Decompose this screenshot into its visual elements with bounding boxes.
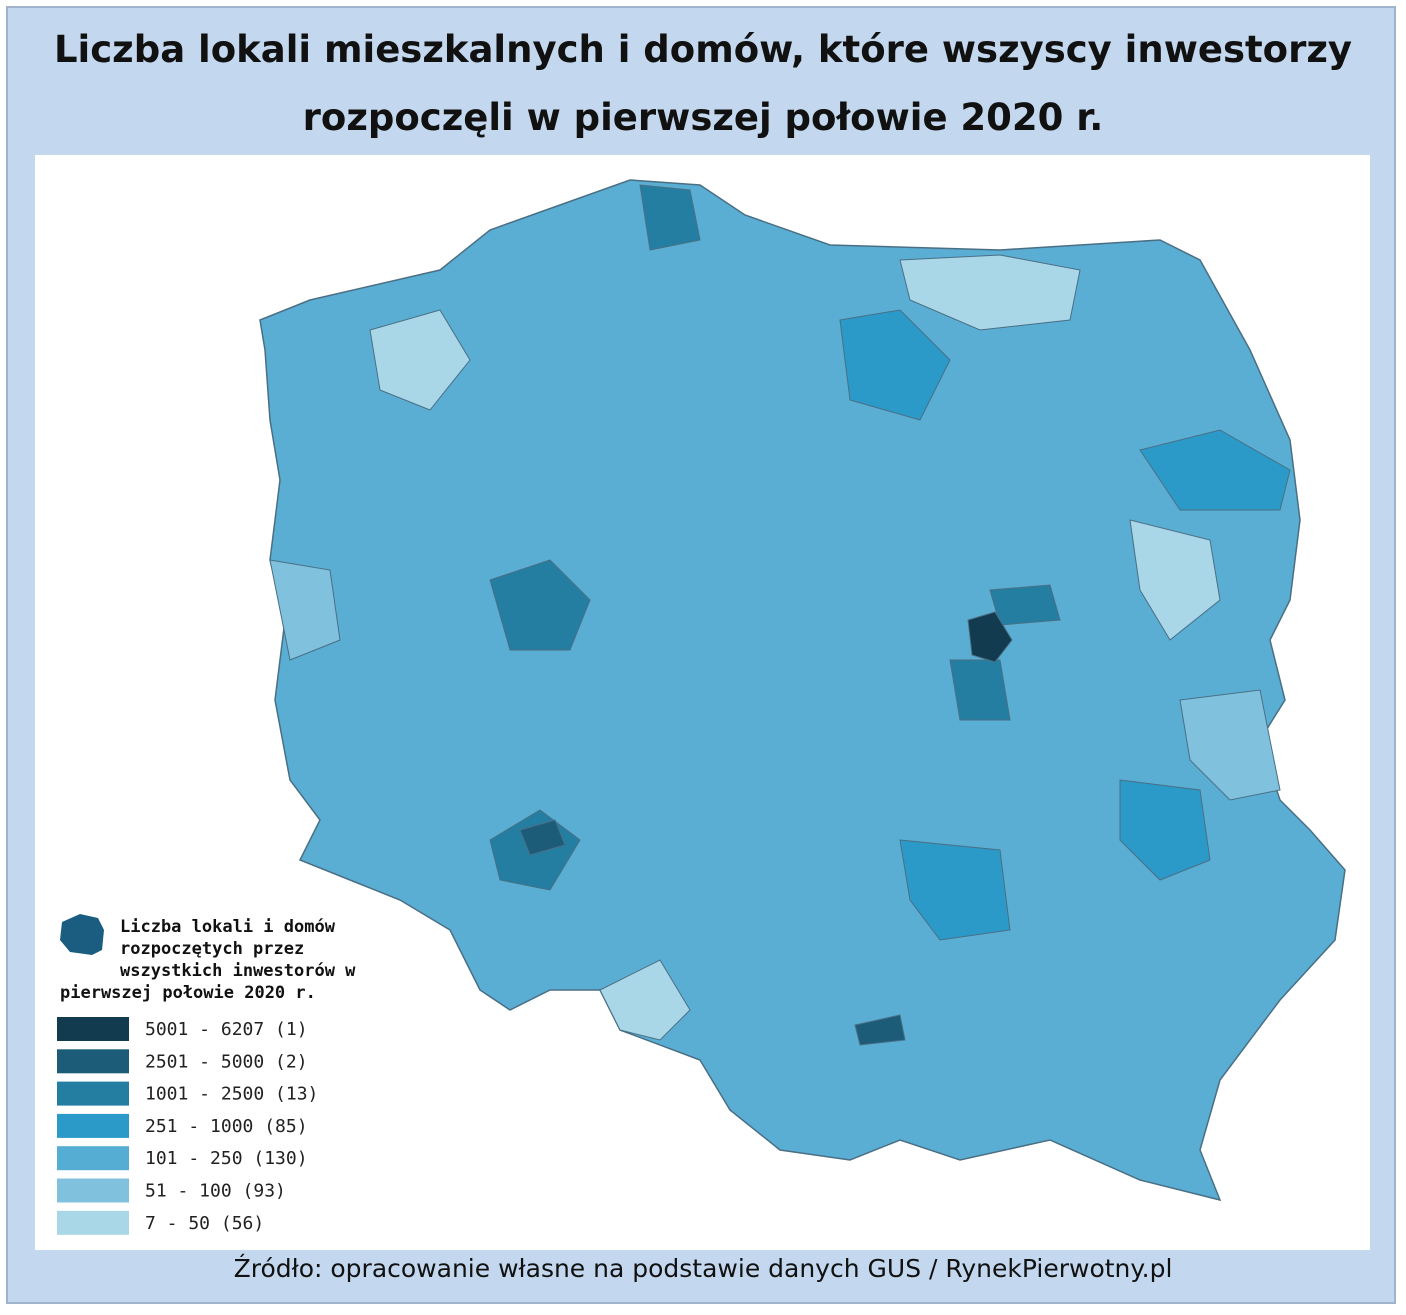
region bbox=[599, 959, 691, 1041]
title: Liczba lokali mieszkalnych i domów, któr… bbox=[53, 28, 1353, 71]
region bbox=[639, 184, 701, 251]
region bbox=[854, 1014, 906, 1046]
region bbox=[1139, 429, 1291, 511]
region bbox=[899, 839, 1011, 941]
legend-swatch bbox=[57, 1210, 129, 1235]
legend-title: Liczba lokali i domów bbox=[120, 917, 336, 937]
legend-icon bbox=[60, 914, 104, 955]
region bbox=[899, 254, 1081, 331]
legend-swatch bbox=[57, 1178, 129, 1203]
legend-label: 7 - 50 (56) bbox=[145, 1213, 264, 1234]
legend-swatch bbox=[57, 1146, 129, 1171]
region bbox=[269, 559, 341, 661]
country-shape bbox=[259, 179, 1346, 1202]
region bbox=[989, 584, 1061, 626]
legend-title: rozpoczętych przez bbox=[120, 939, 304, 959]
regions bbox=[269, 184, 1291, 1046]
region bbox=[1179, 689, 1281, 801]
region bbox=[967, 611, 1013, 663]
region bbox=[519, 819, 566, 856]
legend-swatch bbox=[57, 1081, 129, 1106]
legend-swatch bbox=[57, 1017, 129, 1041]
legend-label: 5001 - 6207 (1) bbox=[145, 1019, 308, 1040]
legend-title: pierwszej połowie 2020 r. bbox=[60, 983, 316, 1003]
legend-label: 1001 - 2500 (13) bbox=[145, 1084, 318, 1105]
region bbox=[369, 309, 471, 411]
region bbox=[1119, 779, 1211, 881]
region bbox=[489, 559, 591, 651]
source: Źródło: opracowanie własne na podstawie … bbox=[233, 1254, 1173, 1283]
legend-label: 51 - 100 (93) bbox=[145, 1181, 286, 1202]
region bbox=[949, 659, 1011, 721]
legend-swatch bbox=[57, 1049, 129, 1074]
legend-label: 2501 - 5000 (2) bbox=[145, 1051, 308, 1072]
legend-title: wszystkich inwestorów w bbox=[120, 961, 356, 981]
title: rozpoczęli w pierwszej połowie 2020 r. bbox=[302, 96, 1104, 139]
legend-label: 251 - 1000 (85) bbox=[145, 1116, 308, 1137]
region bbox=[839, 309, 951, 421]
legend-swatch bbox=[57, 1113, 129, 1138]
legend-label: 101 - 250 (130) bbox=[145, 1148, 308, 1169]
region bbox=[1129, 519, 1221, 641]
